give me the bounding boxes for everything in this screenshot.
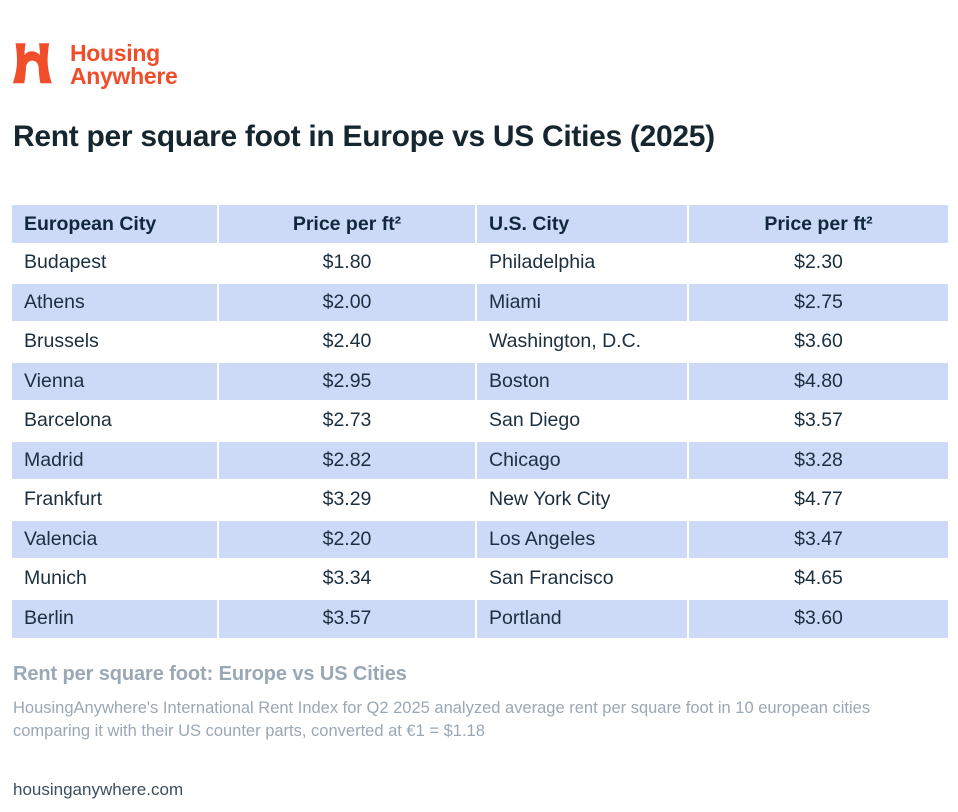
cell-european-city: Frankfurt — [12, 480, 219, 521]
brand-logo: Housing Anywhere — [12, 40, 178, 90]
brand-name-line1: Housing — [70, 39, 160, 66]
table-header: European City Price per ft² U.S. City Pr… — [12, 205, 948, 243]
cell-us-city: Washington, D.C. — [476, 322, 689, 363]
cell-european-price: $3.29 — [218, 480, 477, 521]
cell-us-city: Portland — [476, 598, 689, 638]
cell-us-price: $3.57 — [688, 401, 948, 442]
cell-us-city: Boston — [476, 361, 689, 402]
cell-european-price: $2.20 — [218, 519, 477, 560]
cell-us-price: $4.65 — [688, 559, 948, 600]
cell-european-price: $2.82 — [218, 440, 477, 481]
table-body: Budapest $1.80 Philadelphia $2.30 Athens $2.0… — [12, 243, 948, 638]
column-header-european-price: Price per ft² — [218, 205, 477, 243]
cell-european-city: Madrid — [12, 440, 219, 481]
brand-wordmark: Housing Anywhere — [70, 39, 178, 89]
cell-us-price: $3.60 — [688, 322, 948, 363]
column-header-us-city: U.S. City — [476, 205, 689, 243]
rent-comparison-table: European City Price per ft² U.S. City Pr… — [12, 205, 948, 638]
cell-us-price: $3.60 — [688, 598, 948, 638]
table-row: Frankfurt $3.29 New York City $4.77 — [12, 480, 948, 521]
cell-us-price: $4.80 — [688, 361, 948, 402]
cell-us-price: $3.28 — [688, 440, 948, 481]
cell-european-city: Vienna — [12, 361, 219, 402]
cell-european-city: Budapest — [12, 243, 219, 284]
cell-european-city: Berlin — [12, 598, 219, 638]
table-row: Madrid $2.82 Chicago $3.28 — [12, 440, 948, 481]
page-title: Rent per square foot in Europe vs US Cit… — [13, 120, 715, 153]
caption-body: HousingAnywhere's International Rent Ind… — [13, 699, 871, 741]
column-header-us-price: Price per ft² — [688, 205, 948, 243]
cell-european-price: $2.00 — [218, 282, 477, 323]
caption-block: Rent per square foot: Europe vs US Citie… — [13, 663, 919, 744]
cell-european-price: $1.80 — [218, 243, 477, 284]
cell-european-price: $2.73 — [218, 401, 477, 442]
table-row: Munich $3.34 San Francisco $4.65 — [12, 559, 948, 600]
cell-european-city: Athens — [12, 282, 219, 323]
cell-us-price: $2.75 — [688, 282, 948, 323]
cell-european-price: $3.34 — [218, 559, 477, 600]
cell-us-price: $4.77 — [688, 480, 948, 521]
table-row: Berlin $3.57 Portland $3.60 — [12, 598, 948, 638]
table-row: Valencia $2.20 Los Angeles $3.47 — [12, 519, 948, 560]
cell-us-city: San Diego — [476, 401, 689, 442]
table-row: Barcelona $2.73 San Diego $3.57 — [12, 401, 948, 442]
housinganywhere-arch-h-icon — [12, 43, 52, 84]
cell-european-city: Brussels — [12, 322, 219, 363]
table-row: Vienna $2.95 Boston $4.80 — [12, 361, 948, 402]
table-row: Budapest $1.80 Philadelphia $2.30 — [12, 243, 948, 284]
cell-us-city: Los Angeles — [476, 519, 689, 560]
table-header-row: European City Price per ft² U.S. City Pr… — [12, 205, 948, 243]
cell-european-price: $3.57 — [218, 598, 477, 638]
column-header-european-city: European City — [12, 205, 219, 243]
site-url: housinganywhere.com — [13, 780, 184, 799]
cell-us-city: San Francisco — [476, 559, 689, 600]
cell-european-price: $2.95 — [218, 361, 477, 402]
cell-european-price: $2.40 — [218, 322, 477, 363]
brand-name-line2: Anywhere — [70, 63, 178, 89]
cell-european-city: Valencia — [12, 519, 219, 560]
cell-us-city: Miami — [476, 282, 689, 323]
cell-us-price: $3.47 — [688, 519, 948, 560]
cell-european-city: Barcelona — [12, 401, 219, 442]
cell-european-city: Munich — [12, 559, 219, 600]
table-row: Brussels $2.40 Washington, D.C. $3.60 — [12, 322, 948, 363]
cell-us-city: New York City — [476, 480, 689, 521]
caption-heading: Rent per square foot: Europe vs US Citie… — [13, 663, 407, 685]
cell-us-price: $2.30 — [688, 243, 948, 284]
table-row: Athens $2.00 Miami $2.75 — [12, 282, 948, 323]
cell-us-city: Chicago — [476, 440, 689, 481]
cell-us-city: Philadelphia — [476, 243, 689, 284]
